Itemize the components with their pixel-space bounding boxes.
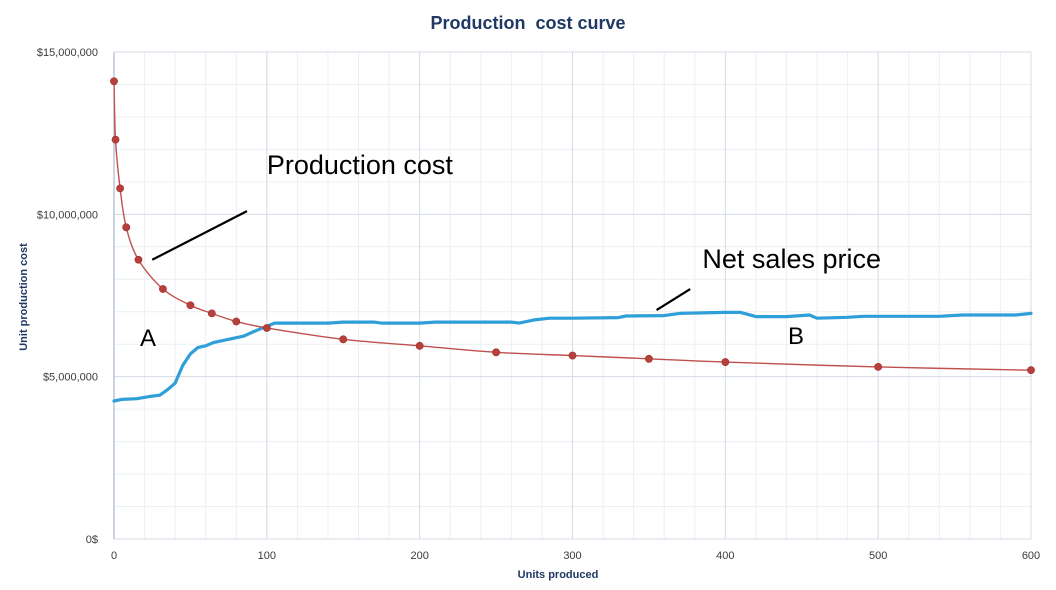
production-cost-marker	[262, 324, 271, 332]
x-tick-label: 400	[716, 550, 734, 562]
production-cost-marker	[110, 77, 118, 86]
production-cost-marker	[645, 354, 653, 363]
y-tick-label: $5,000,000	[43, 372, 98, 384]
y-axis-title: Unit production cost	[18, 243, 30, 351]
annotation-net-sales-price: Net sales price	[702, 244, 881, 274]
production-cost-marker	[122, 223, 131, 232]
annotation-b: B	[788, 323, 804, 350]
production-cost-marker	[207, 309, 216, 318]
net-sales-price-leader-line	[655, 288, 691, 312]
production-cost-marker	[111, 135, 120, 144]
series-layer	[110, 77, 1035, 403]
x-tick-label: 200	[410, 550, 428, 562]
net-sales-price-line	[112, 310, 1033, 403]
x-tick-label: 300	[563, 550, 581, 562]
y-tick-label: 0$	[86, 534, 98, 546]
production-cost-marker	[1027, 366, 1035, 375]
major-gridlines	[113, 51, 1032, 540]
production-cost-marker	[186, 301, 195, 310]
x-tick-label: 600	[1022, 550, 1040, 562]
x-tick-label: 0	[111, 550, 117, 562]
x-axis-title: Units produced	[518, 569, 599, 581]
production-cost-leader-line	[151, 210, 248, 261]
production-cost-marker	[568, 351, 577, 360]
production-cost-marker	[721, 358, 730, 366]
chart-title: Production cost curve	[430, 13, 625, 33]
production-cost-marker	[232, 317, 241, 326]
production-cost-marker	[415, 341, 424, 350]
annotation-production-cost: Production cost	[267, 150, 454, 180]
production-cost-marker	[134, 255, 143, 264]
annotation-layer: Production cost Net sales price A B	[140, 150, 881, 352]
y-axis-tick-labels: 0$ $5,000,000 $10,000,000 $15,000,000	[37, 47, 98, 546]
production-cost-marker	[492, 348, 500, 357]
x-axis-tick-labels: 0 100 200 300 400 500 600	[111, 550, 1040, 562]
x-tick-label: 100	[258, 550, 276, 562]
y-tick-label: $15,000,000	[37, 47, 98, 59]
production-cost-marker	[339, 335, 348, 344]
y-tick-label: $10,000,000	[37, 209, 98, 221]
production-cost-marker	[874, 363, 883, 371]
production-cost-marker	[116, 184, 125, 193]
production-cost-marker	[159, 285, 167, 293]
annotation-a: A	[140, 325, 156, 352]
x-tick-label: 500	[869, 550, 887, 562]
